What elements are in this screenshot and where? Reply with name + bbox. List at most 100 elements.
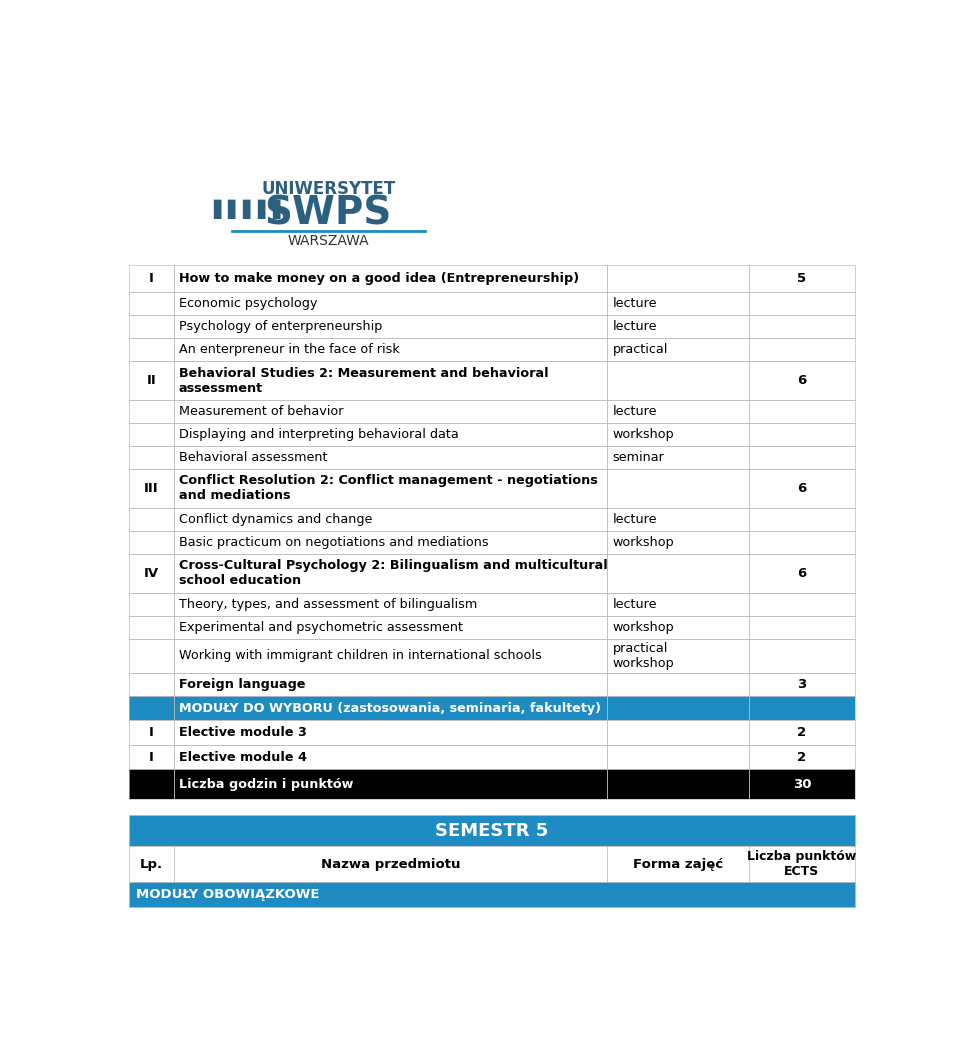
Text: UNIWERSYTET: UNIWERSYTET bbox=[261, 180, 396, 198]
Bar bbox=[129, 720, 855, 745]
Text: An enterpreneur in the face of risk: An enterpreneur in the face of risk bbox=[179, 343, 399, 356]
Bar bbox=[129, 293, 174, 315]
Bar bbox=[129, 400, 174, 423]
Bar bbox=[608, 315, 749, 338]
Bar bbox=[129, 696, 174, 720]
Bar bbox=[129, 639, 174, 673]
Bar bbox=[129, 530, 855, 554]
Bar bbox=[174, 400, 608, 423]
Bar bbox=[608, 769, 749, 799]
Bar bbox=[749, 264, 855, 293]
Bar bbox=[749, 400, 855, 423]
Text: I: I bbox=[149, 751, 154, 764]
Bar bbox=[749, 508, 855, 530]
Bar bbox=[129, 469, 174, 508]
Bar bbox=[608, 508, 749, 530]
Bar bbox=[174, 315, 608, 338]
Text: Working with immigrant children in international schools: Working with immigrant children in inter… bbox=[179, 649, 541, 662]
Bar bbox=[608, 338, 749, 361]
Text: I: I bbox=[149, 726, 154, 740]
Text: practical: practical bbox=[612, 343, 668, 356]
Bar bbox=[174, 745, 608, 769]
Bar bbox=[174, 847, 608, 882]
Bar bbox=[174, 720, 608, 745]
Bar bbox=[749, 338, 855, 361]
Bar bbox=[749, 361, 855, 400]
Text: IV: IV bbox=[144, 567, 158, 580]
Bar bbox=[608, 745, 749, 769]
Bar bbox=[129, 264, 174, 293]
Text: Measurement of behavior: Measurement of behavior bbox=[179, 405, 344, 418]
Text: lecture: lecture bbox=[612, 320, 657, 333]
Bar bbox=[749, 696, 855, 720]
Bar bbox=[749, 469, 855, 508]
Text: workshop: workshop bbox=[612, 621, 674, 633]
Bar bbox=[174, 508, 608, 530]
Text: lecture: lecture bbox=[612, 512, 657, 526]
Bar bbox=[174, 673, 608, 696]
Bar bbox=[608, 593, 749, 615]
Text: practical
workshop: practical workshop bbox=[612, 642, 674, 669]
Text: lecture: lecture bbox=[612, 297, 657, 310]
Text: Lp.: Lp. bbox=[140, 857, 163, 871]
Text: How to make money on a good idea (Entrepreneurship): How to make money on a good idea (Entrep… bbox=[179, 272, 579, 285]
Text: SWPS: SWPS bbox=[265, 194, 392, 232]
Bar bbox=[608, 469, 749, 508]
Bar bbox=[174, 593, 608, 615]
Text: Liczba punktów
ECTS: Liczba punktów ECTS bbox=[747, 850, 856, 879]
Text: lecture: lecture bbox=[612, 598, 657, 611]
Text: WARSZAWA: WARSZAWA bbox=[287, 233, 370, 248]
Bar bbox=[129, 264, 855, 293]
Bar bbox=[608, 361, 749, 400]
Bar bbox=[749, 293, 855, 315]
Bar bbox=[174, 639, 608, 673]
Bar bbox=[174, 554, 608, 593]
Text: workshop: workshop bbox=[612, 536, 674, 549]
Bar bbox=[749, 615, 855, 639]
Text: Elective module 3: Elective module 3 bbox=[179, 726, 306, 740]
Bar bbox=[129, 673, 855, 696]
Text: SEMESTR 5: SEMESTR 5 bbox=[436, 821, 548, 839]
Text: Forma zajęć: Forma zajęć bbox=[633, 857, 723, 871]
Bar bbox=[129, 469, 855, 508]
Bar bbox=[608, 423, 749, 446]
Bar bbox=[608, 847, 749, 882]
Text: Foreign language: Foreign language bbox=[179, 678, 305, 691]
Bar bbox=[129, 400, 855, 423]
Text: Displaying and interpreting behavioral data: Displaying and interpreting behavioral d… bbox=[179, 428, 459, 441]
Bar bbox=[749, 673, 855, 696]
Bar bbox=[129, 639, 855, 673]
Bar bbox=[174, 423, 608, 446]
Bar bbox=[129, 882, 855, 907]
Text: seminar: seminar bbox=[612, 451, 664, 464]
Text: Theory, types, and assessment of bilingualism: Theory, types, and assessment of bilingu… bbox=[179, 598, 477, 611]
Text: Cross-Cultural Psychology 2: Bilingualism and multicultural
school education: Cross-Cultural Psychology 2: Bilingualis… bbox=[179, 559, 608, 588]
Bar bbox=[174, 530, 608, 554]
Bar bbox=[129, 769, 174, 799]
Bar bbox=[749, 554, 855, 593]
Bar bbox=[608, 615, 749, 639]
Bar bbox=[749, 769, 855, 799]
Bar bbox=[608, 530, 749, 554]
Text: Conflict dynamics and change: Conflict dynamics and change bbox=[179, 512, 372, 526]
Bar bbox=[174, 446, 608, 469]
Bar bbox=[174, 696, 608, 720]
Bar bbox=[749, 720, 855, 745]
Text: Psychology of enterpreneurship: Psychology of enterpreneurship bbox=[179, 320, 382, 333]
Bar bbox=[129, 361, 855, 400]
Bar bbox=[608, 400, 749, 423]
Bar bbox=[129, 696, 855, 720]
Text: I: I bbox=[149, 272, 154, 285]
Bar bbox=[749, 639, 855, 673]
Text: 30: 30 bbox=[793, 778, 811, 790]
Bar bbox=[608, 673, 749, 696]
Bar bbox=[129, 847, 174, 882]
Text: Liczba godzin i punktów: Liczba godzin i punktów bbox=[179, 778, 353, 790]
Text: Elective module 4: Elective module 4 bbox=[179, 751, 307, 764]
Bar bbox=[129, 615, 174, 639]
Text: Behavioral assessment: Behavioral assessment bbox=[179, 451, 327, 464]
Text: Economic psychology: Economic psychology bbox=[179, 297, 317, 310]
Text: workshop: workshop bbox=[612, 428, 674, 441]
Bar bbox=[129, 815, 855, 847]
Bar bbox=[129, 769, 855, 799]
